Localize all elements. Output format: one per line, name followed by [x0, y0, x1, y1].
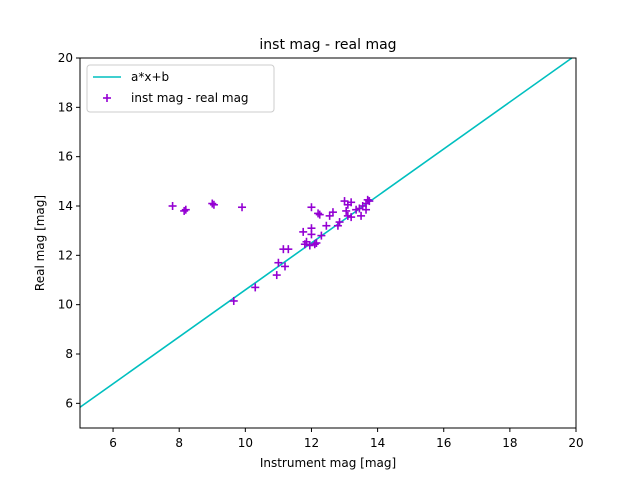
y-tick-label: 20 [58, 51, 73, 65]
x-tick-label: 20 [568, 436, 583, 450]
data-point [335, 218, 344, 227]
data-point [347, 198, 356, 207]
y-tick-label: 8 [65, 347, 73, 361]
data-point [229, 296, 238, 305]
y-tick-label: 16 [58, 150, 73, 164]
y-tick-label: 12 [58, 248, 73, 262]
data-point [209, 200, 218, 209]
y-axis-label: Real mag [mag] [33, 195, 47, 291]
data-point [363, 195, 372, 204]
data-point [274, 258, 283, 267]
data-point [315, 210, 324, 219]
y-tick-label: 14 [58, 199, 73, 213]
chart-title: inst mag - real mag [259, 37, 396, 53]
data-point [317, 231, 326, 240]
data-point [333, 221, 342, 230]
data-point [314, 209, 323, 218]
data-point [251, 283, 260, 292]
data-point [180, 206, 189, 215]
legend-box [86, 64, 275, 113]
data-point [322, 221, 331, 230]
data-point [328, 208, 337, 217]
legend-label-scatter: inst mag - real mag [131, 91, 249, 105]
x-axis-label: Instrument mag [mag] [260, 456, 396, 470]
legend-label-line: a*x+b [131, 70, 169, 84]
data-point [281, 262, 290, 271]
legend: a*x+b inst mag - real mag [86, 64, 275, 113]
data-point [357, 211, 366, 220]
data-point [362, 205, 371, 214]
fit-line [79, 57, 573, 408]
data-point [305, 241, 314, 250]
data-point [365, 197, 374, 206]
legend-marker-swatch [103, 94, 111, 102]
data-point [181, 205, 190, 214]
y-tick-label: 6 [65, 396, 73, 410]
data-point [347, 213, 356, 222]
x-axis: 6 8 10 12 14 16 18 20 [109, 428, 584, 450]
data-point [284, 245, 293, 254]
data-point [168, 202, 177, 210]
x-tick-label: 10 [238, 436, 253, 450]
x-tick-label: 16 [436, 436, 451, 450]
x-tick-label: 14 [370, 436, 385, 450]
y-axis: 6 8 10 12 14 16 18 20 [58, 51, 80, 410]
data-point [307, 203, 316, 212]
data-point [238, 203, 247, 212]
x-tick-label: 18 [502, 436, 517, 450]
plot-frame [79, 57, 577, 429]
data-point [307, 224, 316, 233]
data-point [299, 227, 308, 236]
data-point [342, 206, 351, 215]
data-point [208, 199, 217, 208]
x-tick-label: 12 [304, 436, 319, 450]
data-point [272, 271, 281, 280]
x-tick-label: 8 [175, 436, 183, 450]
x-tick-label: 6 [109, 436, 117, 450]
y-tick-label: 10 [58, 298, 73, 312]
y-tick-label: 18 [58, 100, 73, 114]
data-point [310, 240, 319, 249]
data-point [312, 239, 321, 247]
